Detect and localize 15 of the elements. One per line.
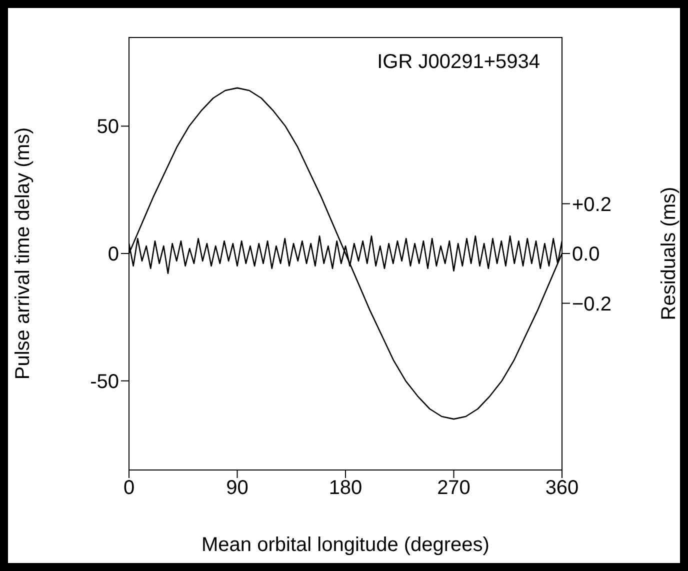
y2-tick-label: +0.2 — [572, 194, 612, 216]
x-tick-label: 90 — [226, 477, 248, 500]
y-tick-label: 50 — [96, 116, 119, 138]
annotation: IGR J00291+5934 — [377, 51, 540, 74]
y-tick-label: -50 — [90, 370, 119, 393]
x-tick-label: 180 — [328, 477, 362, 500]
x-tick-label: 360 — [545, 477, 579, 500]
x-tick-label: 270 — [437, 477, 470, 500]
y2-tick-label: −0.2 — [572, 293, 612, 316]
y2-tick-label: 0.0 — [572, 244, 600, 266]
x-tick-label: 0 — [123, 477, 135, 500]
x-axis-title: Mean orbital longitude (degrees) — [202, 534, 490, 556]
y2-axis-title: Residuals (ms) — [658, 186, 680, 320]
y-tick-label: 0 — [108, 244, 119, 266]
y-axis-title: Pulse arrival time delay (ms) — [12, 127, 34, 380]
